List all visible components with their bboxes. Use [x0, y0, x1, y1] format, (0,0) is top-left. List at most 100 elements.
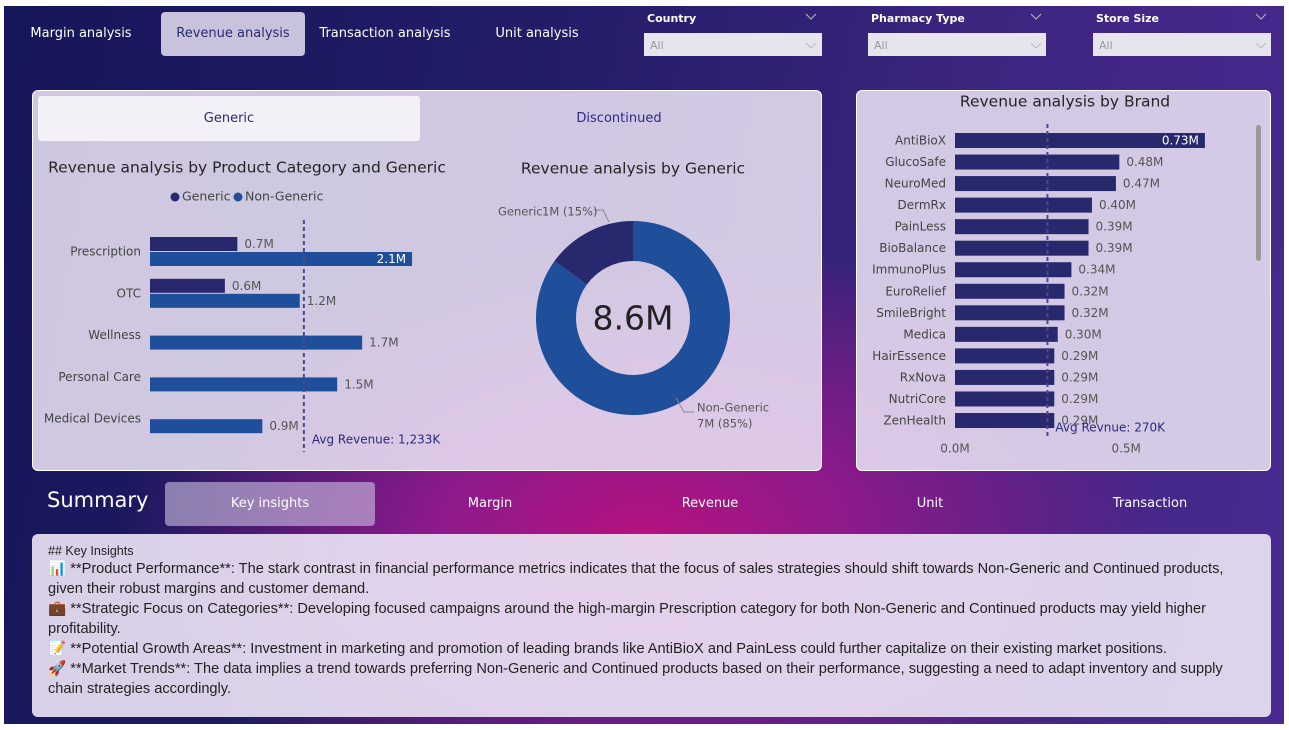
scrollbar[interactable] [1256, 125, 1261, 261]
bar [150, 237, 238, 251]
toggle-option[interactable]: Generic [38, 96, 420, 141]
insight: 💼 **Strategic Focus on Categories**: Dev… [48, 601, 1206, 637]
bar [955, 305, 1065, 321]
bar [955, 240, 1089, 256]
bar [955, 262, 1072, 278]
bar [955, 133, 1205, 148]
bar [955, 197, 1092, 213]
bar [955, 391, 1055, 407]
value-label: 0.39M [1096, 241, 1133, 255]
insight: 🚀 **Market Trends**: The data implies a … [48, 661, 1223, 697]
summary-title: Summary [47, 488, 149, 512]
summary-box: ## Key Insights 📊 **Product Performance*… [32, 534, 1271, 717]
nav-tab[interactable]: Transaction analysis [319, 26, 451, 41]
pie-slice [554, 220, 633, 285]
bar [955, 348, 1055, 364]
chart-title: Revenue analysis by Brand [960, 93, 1170, 111]
slice-name: Generic [498, 205, 543, 219]
category-label: NeuroMed [885, 177, 946, 191]
value-label: 0.6M [232, 279, 261, 293]
category-label: ImmunoPlus [872, 263, 946, 277]
insight: 📊 **Product Performance**: The stark con… [48, 561, 1224, 597]
summary-tab[interactable]: Revenue [681, 496, 739, 511]
value-label: 0.7M [244, 237, 273, 251]
nav-tab[interactable]: Margin analysis [30, 26, 132, 41]
summary-tab[interactable]: Unit [916, 496, 944, 511]
bar [150, 419, 263, 434]
bar [955, 283, 1065, 299]
filter-label: Country [647, 12, 697, 25]
value-label: 1.7M [369, 336, 398, 350]
filter-dropdown[interactable]: All [1093, 33, 1271, 56]
value-label: 0.32M [1072, 284, 1109, 298]
category-label: HairEssence [872, 349, 946, 363]
category-label: PainLess [895, 220, 946, 234]
legend-label: Non-Generic [245, 189, 323, 204]
value-label: 2.1M [377, 252, 406, 266]
toggle-option[interactable]: Discontinued [576, 111, 662, 126]
summary-tab[interactable]: Key insights [165, 482, 375, 526]
category-label: Prescription [70, 245, 141, 259]
value-label: 1.2M [307, 294, 336, 308]
bar [955, 176, 1116, 192]
category-label: SmileBright [876, 306, 946, 320]
x-tick-label: 0.0M [940, 442, 969, 456]
leader-line [675, 397, 694, 413]
category-label: ZenHealth [883, 414, 946, 428]
value-label: 0.34M [1078, 263, 1115, 277]
panel [856, 90, 1271, 471]
dashboard: Margin analysis Revenue analysis Transac… [4, 6, 1284, 724]
value-label: 0.30M [1065, 327, 1102, 341]
value-label: 0.39M [1096, 220, 1133, 234]
filter-value: All [1099, 39, 1113, 52]
value-label: 0.32M [1072, 306, 1109, 320]
x-tick-label: 0.5M [1111, 442, 1140, 456]
reference-label: Avg Revnue: 270K [1055, 421, 1166, 435]
insight: 📝 **Potential Growth Areas**: Investment… [48, 641, 1167, 657]
filter-dropdown[interactable]: All [868, 33, 1046, 56]
slice-label: 7M (85%) [697, 417, 752, 431]
category-label: OTC [117, 286, 141, 300]
value-label: 1.5M [344, 377, 373, 391]
bar [955, 154, 1120, 170]
filter-label: Pharmacy Type [871, 12, 965, 25]
chart-layer: Revenue analysis by Product Category and… [44, 13, 1267, 456]
value-label: 0.29M [1061, 370, 1098, 384]
legend-label: Generic [182, 189, 231, 204]
category-label: Medical Devices [44, 412, 141, 426]
nav-tab[interactable]: Unit analysis [495, 26, 579, 41]
bar [150, 293, 300, 308]
bar [150, 377, 338, 392]
total-label: 8.6M [593, 299, 674, 338]
value-label: 0.29M [1061, 392, 1098, 406]
bar [150, 252, 413, 266]
bar [150, 335, 363, 350]
summary-tab[interactable]: Transaction [1112, 496, 1188, 511]
summary-heading: ## Key Insights [48, 544, 134, 558]
bar [955, 326, 1058, 342]
nav-tab[interactable]: Revenue analysis [161, 12, 305, 56]
category-label: EuroRelief [885, 284, 946, 298]
chevrons [805, 13, 1267, 49]
pie-slice [535, 221, 730, 416]
filter-dropdown[interactable]: All [644, 33, 822, 56]
category-label: DermRx [898, 198, 946, 212]
category-label: BioBalance [879, 241, 946, 255]
category-label: RxNova [900, 370, 946, 384]
chart-title: Revenue analysis by Generic [521, 160, 745, 178]
category-label: AntiBioX [895, 134, 946, 148]
reference-label: Avg Revenue: 1,233K [312, 433, 442, 447]
bar [955, 369, 1055, 385]
bar [955, 219, 1089, 235]
legend-marker [233, 192, 243, 202]
value-label: 0.48M [1126, 155, 1163, 169]
value-label: 0.73M [1162, 134, 1199, 148]
chart-title: Revenue analysis by Product Category and… [48, 159, 446, 177]
slice-name: Non-Generic [697, 401, 769, 415]
bar [150, 278, 225, 293]
filter-label: Store Size [1096, 12, 1160, 25]
category-label: Medica [903, 327, 946, 341]
slice-label: 1M (15%) [542, 205, 597, 219]
summary-tab[interactable]: Margin [467, 496, 513, 511]
value-label: 0.40M [1099, 198, 1136, 212]
